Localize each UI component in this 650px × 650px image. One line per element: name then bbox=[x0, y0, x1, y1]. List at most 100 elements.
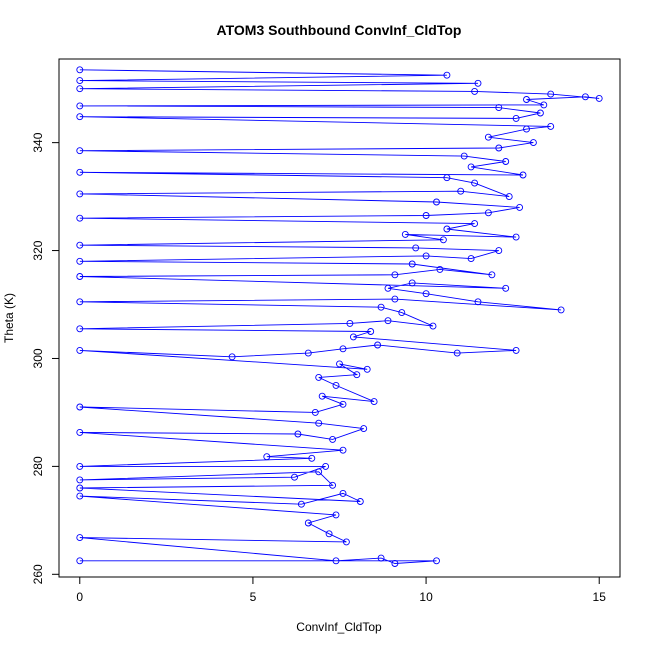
data-point bbox=[342, 538, 350, 546]
data-point bbox=[398, 309, 406, 317]
data-point bbox=[304, 519, 312, 527]
data-point bbox=[329, 481, 337, 489]
data-point bbox=[76, 273, 84, 280]
data-point bbox=[495, 247, 503, 255]
data-point bbox=[76, 241, 84, 249]
data-point bbox=[315, 419, 323, 427]
data-point bbox=[315, 373, 323, 381]
data-point bbox=[263, 453, 271, 461]
data-point bbox=[353, 371, 361, 379]
data-point bbox=[557, 306, 565, 314]
x-axis-label: ConvInf_CldTop bbox=[296, 620, 382, 634]
data-point bbox=[339, 345, 347, 353]
data-point bbox=[391, 295, 399, 303]
data-point bbox=[76, 484, 84, 492]
y-tick-label: 260 bbox=[31, 564, 45, 584]
data-point bbox=[76, 66, 84, 74]
data-point bbox=[422, 252, 430, 260]
data-point bbox=[76, 346, 84, 354]
data-point bbox=[356, 498, 364, 505]
data-point bbox=[439, 236, 447, 244]
data-point bbox=[512, 114, 520, 122]
data-point bbox=[595, 94, 603, 102]
data-point bbox=[474, 79, 482, 87]
data-point bbox=[471, 220, 479, 228]
x-tick-label: 10 bbox=[419, 590, 433, 604]
data-point bbox=[76, 102, 84, 110]
data-series bbox=[76, 66, 603, 567]
x-tick-label: 5 bbox=[250, 590, 257, 604]
data-point bbox=[433, 198, 440, 206]
data-point bbox=[443, 174, 451, 182]
data-point bbox=[505, 193, 513, 201]
data-point bbox=[412, 244, 420, 252]
data-point bbox=[76, 476, 84, 484]
data-point bbox=[460, 152, 468, 160]
data-point bbox=[339, 489, 347, 497]
data-point bbox=[391, 271, 399, 279]
data-point bbox=[523, 96, 530, 103]
data-point bbox=[308, 454, 316, 462]
data-point bbox=[377, 554, 385, 562]
data-point bbox=[76, 462, 84, 470]
x-tick-label: 15 bbox=[593, 590, 607, 604]
data-point bbox=[374, 341, 382, 349]
data-point bbox=[336, 360, 343, 368]
data-point bbox=[512, 346, 520, 354]
data-point bbox=[422, 290, 430, 298]
data-point bbox=[453, 349, 461, 357]
y-axis-label: Theta (K) bbox=[2, 293, 16, 343]
data-point bbox=[516, 203, 524, 211]
data-point bbox=[502, 284, 510, 292]
y-tick-label: 340 bbox=[31, 132, 45, 152]
data-point bbox=[495, 104, 503, 112]
data-point bbox=[495, 144, 503, 152]
data-point bbox=[76, 85, 84, 93]
data-point bbox=[76, 257, 84, 265]
x-tick-label: 0 bbox=[76, 590, 83, 604]
data-point bbox=[76, 77, 84, 85]
data-point bbox=[304, 349, 312, 357]
data-point bbox=[467, 255, 475, 263]
chart-title: ATOM3 Southbound ConvInf_CldTop bbox=[217, 22, 462, 38]
data-point bbox=[474, 298, 482, 306]
data-point bbox=[436, 265, 444, 273]
data-point bbox=[325, 530, 333, 538]
data-point bbox=[311, 408, 319, 416]
data-point bbox=[408, 279, 416, 287]
series-line bbox=[79, 69, 600, 564]
data-point bbox=[467, 163, 475, 171]
data-point bbox=[76, 168, 84, 176]
data-point bbox=[384, 284, 392, 292]
data-point bbox=[408, 260, 416, 268]
data-point bbox=[484, 133, 492, 141]
data-point bbox=[457, 187, 465, 195]
data-point bbox=[488, 271, 496, 279]
data-point bbox=[443, 71, 451, 79]
data-point bbox=[391, 560, 399, 567]
y-tick-label: 300 bbox=[31, 348, 45, 368]
data-point bbox=[360, 425, 368, 433]
data-point bbox=[329, 435, 337, 443]
data-point bbox=[377, 303, 385, 311]
data-point bbox=[332, 511, 340, 519]
data-point bbox=[76, 190, 84, 198]
y-tick-label: 280 bbox=[31, 456, 45, 476]
data-point bbox=[422, 212, 430, 219]
data-point bbox=[384, 317, 392, 325]
data-point bbox=[76, 113, 84, 121]
data-point bbox=[315, 468, 323, 476]
data-point bbox=[529, 139, 537, 147]
data-point bbox=[547, 90, 555, 98]
data-point bbox=[363, 365, 371, 373]
data-point bbox=[76, 557, 84, 565]
data-point bbox=[519, 171, 527, 179]
x-axis: 0 5 10 15 bbox=[76, 576, 607, 604]
data-point bbox=[523, 125, 530, 133]
data-point bbox=[76, 214, 84, 222]
data-point bbox=[536, 109, 544, 117]
data-point bbox=[540, 101, 548, 109]
data-point bbox=[228, 353, 236, 361]
